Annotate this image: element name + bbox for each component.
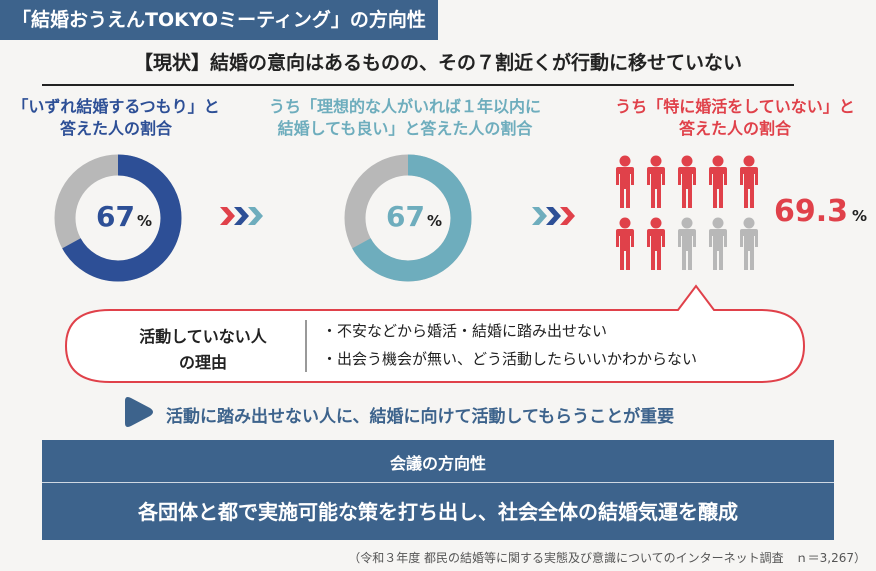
reason-item-2: ・出会う機会が無い、どう活動したらいいかわからない [322,350,698,368]
donut1-number: 67 [96,200,135,233]
col2-label: うち「理想的な人がいれば１年以内に 結婚しても良い」と答えた人の割合 [240,96,570,140]
reason-speech-bubble [64,284,806,383]
person-icon [709,155,727,208]
conclusion-text: 活動に踏み出せない人に、結婚に向けて活動してもらうことが重要 [166,407,675,427]
donut2-value: 67% [386,200,442,233]
direction-box-rule [42,482,834,483]
donut1-arc [54,154,182,282]
inactive-unit: % [852,207,868,225]
people-figures [616,155,758,270]
person-icon [740,155,758,208]
chevron-arrows-icon [220,207,263,225]
person-icon [616,217,634,270]
person-icon [709,217,727,270]
reason-label-line2: の理由 [178,353,227,372]
headline: 【現状】結婚の意向はあるものの、その７割近くが行動に移せていない [133,52,742,74]
donut1-unit: % [136,212,152,230]
person-icon [616,155,634,208]
direction-box-text: 各団体と都で実施可能な策を打ち出し、社会全体の結婚気運を醸成 [138,500,738,524]
col1-label-line2: 答えた人の割合 [59,119,172,138]
person-icon [678,155,696,208]
inactive-number: 69.3 [774,194,849,229]
donut-chart-1 [54,154,182,282]
source-note: （令和３年度 都民の結婚等に関する実態及び意識についてのインターネット調査 ｎ＝… [348,551,866,565]
headline-rule [42,84,794,86]
donut1-value: 67% [96,200,152,233]
col1-label-line1: 「いずれ結婚するつもり」と [12,97,220,116]
donut2-number: 67 [386,200,425,233]
donut2-arc [344,154,472,282]
play-arrow-icon [125,397,153,427]
donut2-unit: % [426,212,442,230]
person-icon [740,217,758,270]
col2-label-line2: 結婚しても良い」と答えた人の割合 [277,119,533,138]
chevron-arrows-icon [532,207,575,225]
col3-label: うち「特に婚活をしていない」と 答えた人の割合 [590,96,876,140]
col1-label: 「いずれ結婚するつもり」と 答えた人の割合 [0,96,232,140]
reason-label: 活動していない人 の理由 [108,324,298,376]
direction-box-title: 会議の方向性 [389,454,486,473]
page-title: 「結婚おうえんTOKYOミーティング」の方向性 [0,0,438,40]
direction-box: 会議の方向性 各団体と都で実施可能な策を打ち出し、社会全体の結婚気運を醸成 [42,440,834,540]
reason-item-1: ・不安などから婚活・結婚に踏み出せない [322,322,608,340]
person-icon [647,217,665,270]
inactive-percentage: 69.3% [774,194,867,229]
donut-chart-2 [344,154,472,282]
person-icon [647,155,665,208]
reason-label-line1: 活動していない人 [139,327,267,346]
col2-label-line1: うち「理想的な人がいれば１年以内に [268,97,541,116]
col3-label-line2: 答えた人の割合 [678,119,791,138]
col3-label-line1: うち「特に婚活をしていない」と [615,97,855,116]
person-icon [678,217,696,270]
